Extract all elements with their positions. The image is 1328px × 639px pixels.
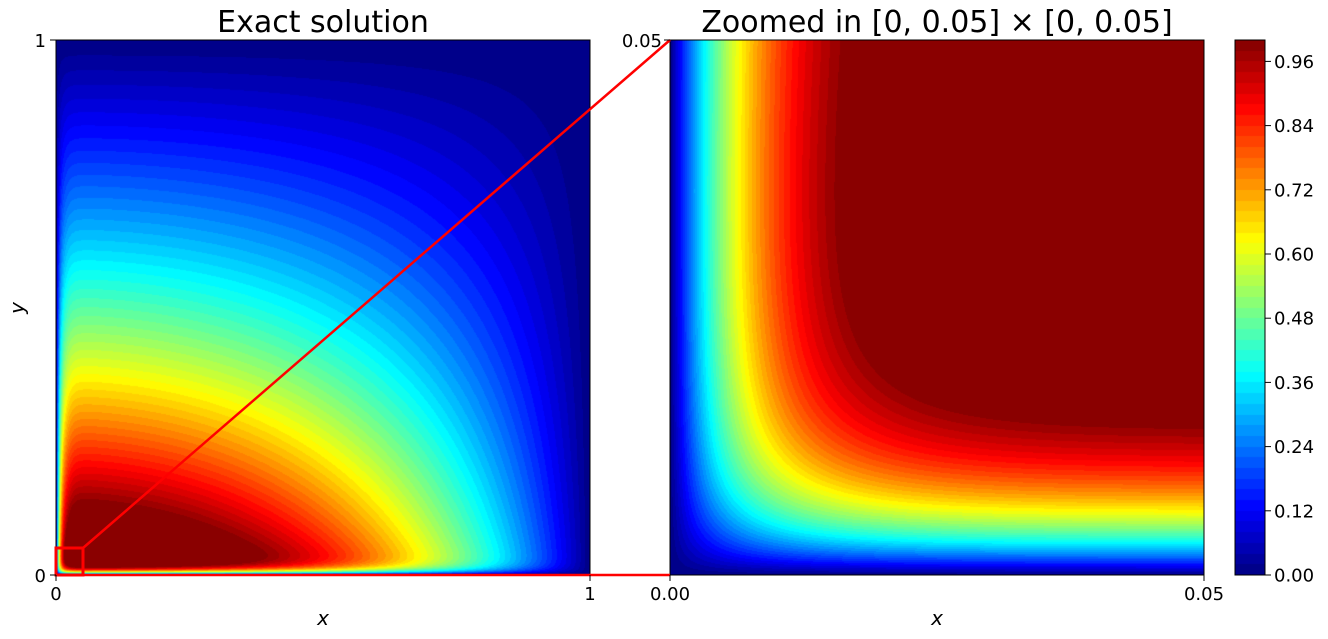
right-xtick-label-0: 0.00	[650, 584, 690, 605]
colorbar-ticks: 0.00 0.12 0.24 0.36 0.48 0.60 0.72 0.84 0.96	[1265, 52, 1314, 587]
colorbar-tick-label: 0.00	[1274, 566, 1314, 587]
colorbar-frame	[1234, 39, 1266, 576]
colorbar-tick-label: 0.36	[1274, 373, 1314, 394]
colorbar-tick-label: 0.60	[1274, 245, 1314, 266]
colorbar	[1235, 40, 1265, 575]
right-ytick-label-0: 0.05	[622, 31, 662, 52]
zoom-connector-top	[82, 39, 671, 549]
exact-solution-heatmap	[56, 40, 590, 575]
left-xtick-label-0: 0	[50, 584, 61, 605]
colorbar-tick-label: 0.24	[1274, 437, 1314, 458]
zoomed-heatmap	[670, 40, 1204, 575]
zoom-box	[54, 546, 85, 577]
left-ytick-label-0: 0	[35, 566, 46, 587]
colorbar-tick-label: 0.48	[1274, 309, 1314, 330]
right-xtick-label-1: 0.05	[1184, 584, 1224, 605]
left-ytick-label-1: 1	[35, 31, 46, 52]
left-xaxis-label: x	[316, 606, 329, 630]
colorbar-tick-label: 0.96	[1274, 52, 1314, 73]
left-chart-title: Exact solution	[217, 5, 429, 40]
colorbar-tick-label: 0.84	[1274, 116, 1314, 137]
right-xaxis-label: x	[930, 606, 943, 630]
right-chart-title: Zoomed in [0, 0.05] × [0, 0.05]	[701, 5, 1172, 40]
colorbar-tick-label: 0.72	[1274, 180, 1314, 201]
left-plot-frame	[55, 39, 591, 576]
colorbar-tick-label: 0.12	[1274, 501, 1314, 522]
left-yaxis-label: y	[5, 301, 29, 315]
left-xtick-label-1: 1	[584, 584, 595, 605]
right-plot-frame	[669, 39, 1205, 576]
